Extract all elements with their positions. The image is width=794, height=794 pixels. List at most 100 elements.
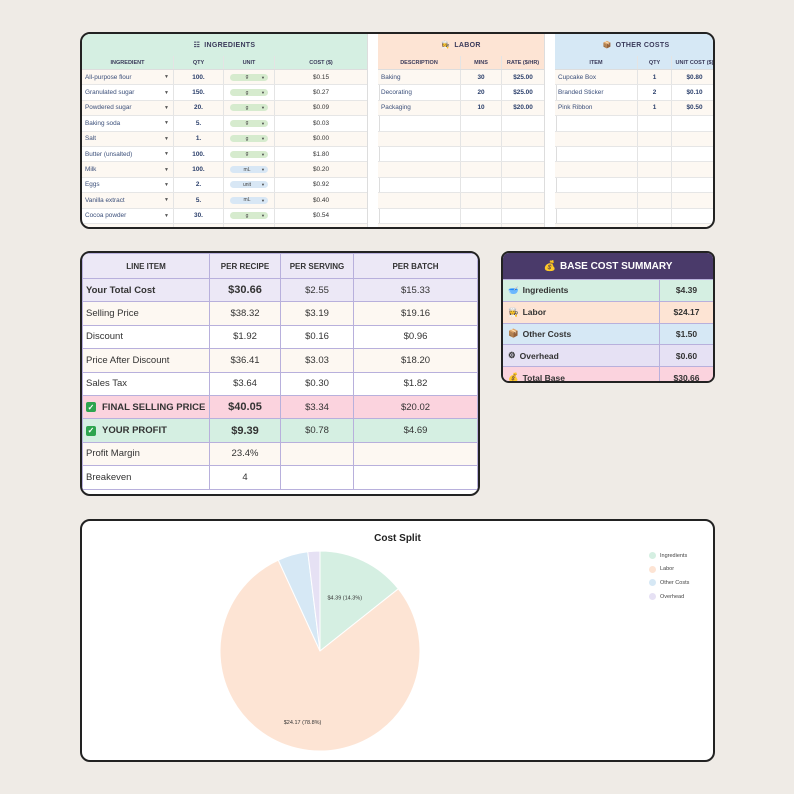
summary-label: Ingredients xyxy=(522,285,569,296)
other-cost-unit-cost[interactable] xyxy=(672,147,713,161)
other-cost-unit-cost[interactable] xyxy=(672,209,713,223)
other-cost-unit-cost[interactable] xyxy=(672,162,713,176)
other-cost-item[interactable]: Pink Ribbon xyxy=(555,100,638,116)
other-cost-unit-cost[interactable] xyxy=(672,193,713,207)
labor-rate[interactable] xyxy=(502,116,544,130)
ingredient-qty[interactable]: 5. xyxy=(174,193,224,208)
labor-mins[interactable] xyxy=(461,177,502,193)
labor-mins[interactable] xyxy=(461,193,502,208)
ingredient-select[interactable]: Baking soda ▼ xyxy=(82,116,174,131)
ingredient-qty[interactable]: 5. xyxy=(174,116,224,131)
labor-mins[interactable] xyxy=(461,116,502,131)
per-recipe-value: $36.41 xyxy=(209,348,281,373)
other-cost-qty[interactable] xyxy=(638,146,672,162)
other-cost-item[interactable] xyxy=(555,131,638,146)
unit-select[interactable]: unit ▼ xyxy=(230,181,268,189)
ingredient-select[interactable]: Cocoa powder ▼ xyxy=(82,208,174,223)
unit-select[interactable]: g ▼ xyxy=(230,212,268,220)
other-cost-unit-cost[interactable]: $0.80 xyxy=(686,73,703,81)
other-cost-item[interactable] xyxy=(555,146,638,162)
labor-rate[interactable] xyxy=(502,193,544,207)
unit-select[interactable]: mL ▼ xyxy=(230,166,268,174)
ingredient-qty[interactable]: 150. xyxy=(174,85,224,100)
ingredient-select[interactable]: Vanilla extract ▼ xyxy=(82,193,174,208)
labor-rate[interactable] xyxy=(502,132,544,146)
ingredient-select[interactable]: Powdered sugar ▼ xyxy=(82,100,174,116)
unit-select[interactable]: g ▼ xyxy=(230,150,268,158)
labor-rate[interactable]: $20.00 xyxy=(513,104,533,112)
other-cost-qty[interactable] xyxy=(638,177,672,193)
labor-description[interactable] xyxy=(378,208,461,223)
other-cost-qty[interactable] xyxy=(638,223,672,227)
labor-mins[interactable]: 30 xyxy=(461,70,502,85)
labor-description[interactable] xyxy=(378,116,461,131)
other-cost-item[interactable]: Cupcake Box xyxy=(555,70,638,85)
unit-select[interactable]: g ▼ xyxy=(230,119,268,127)
unit-select[interactable]: g ▼ xyxy=(230,73,268,81)
other-cost-item[interactable] xyxy=(555,177,638,193)
ingredient-select[interactable]: Eggs ▼ xyxy=(82,177,174,193)
other-cost-item[interactable] xyxy=(555,116,638,131)
labor-mins[interactable] xyxy=(461,146,502,162)
labor-rate[interactable] xyxy=(502,178,544,192)
labor-rate[interactable]: $25.00 xyxy=(513,89,533,97)
ingredient-select[interactable]: Salt ▼ xyxy=(82,131,174,146)
labor-description[interactable] xyxy=(378,131,461,146)
labor-mins[interactable]: 20 xyxy=(461,85,502,100)
ingredient-select[interactable]: ▼ xyxy=(82,223,174,227)
ingredient-qty[interactable] xyxy=(174,223,224,227)
ingredient-qty[interactable]: 1. xyxy=(174,131,224,146)
labor-description[interactable] xyxy=(378,177,461,193)
ingredient-select[interactable]: Milk ▼ xyxy=(82,162,174,177)
labor-mins[interactable] xyxy=(461,223,502,227)
other-cost-unit-cost[interactable]: $0.50 xyxy=(686,104,703,112)
other-cost-qty[interactable]: 2 xyxy=(638,85,672,100)
other-cost-qty[interactable] xyxy=(638,208,672,223)
labor-description[interactable]: Decorating xyxy=(378,85,461,100)
labor-mins[interactable] xyxy=(461,162,502,177)
unit-select[interactable]: g ▼ xyxy=(230,135,268,143)
unit-select[interactable]: mL ▼ xyxy=(230,196,268,204)
labor-mins[interactable] xyxy=(461,131,502,146)
other-cost-qty[interactable]: 1 xyxy=(638,100,672,116)
ingredient-qty[interactable]: 100. xyxy=(174,146,224,162)
labor-description[interactable] xyxy=(378,162,461,177)
labor-rate[interactable] xyxy=(502,162,544,176)
labor-rate[interactable] xyxy=(502,224,544,227)
other-cost-qty[interactable]: 1 xyxy=(638,70,672,85)
labor-description[interactable] xyxy=(378,146,461,162)
other-cost-unit-cost[interactable] xyxy=(672,116,713,130)
other-cost-item[interactable] xyxy=(555,223,638,227)
other-cost-qty[interactable] xyxy=(638,193,672,208)
labor-mins[interactable] xyxy=(461,208,502,223)
ingredient-select[interactable]: All-purpose flour ▼ xyxy=(82,70,174,85)
other-cost-item[interactable]: Branded Sticker xyxy=(555,85,638,100)
ingredient-qty[interactable]: 2. xyxy=(174,177,224,193)
other-cost-unit-cost[interactable] xyxy=(672,132,713,146)
ingredient-qty[interactable]: 30. xyxy=(174,208,224,223)
labor-mins[interactable]: 10 xyxy=(461,100,502,116)
other-cost-qty[interactable] xyxy=(638,162,672,177)
ingredient-select[interactable]: Granulated sugar ▼ xyxy=(82,85,174,100)
labor-rate[interactable] xyxy=(502,147,544,161)
unit-select[interactable]: g ▼ xyxy=(230,104,268,112)
ingredient-qty[interactable]: 20. xyxy=(174,100,224,116)
other-cost-item[interactable] xyxy=(555,162,638,177)
labor-description[interactable]: Packaging xyxy=(378,100,461,116)
labor-description[interactable] xyxy=(378,223,461,227)
labor-rate[interactable] xyxy=(502,209,544,223)
ingredient-qty[interactable]: 100. xyxy=(174,70,224,85)
ingredient-qty[interactable]: 100. xyxy=(174,162,224,177)
other-cost-unit-cost[interactable]: $0.10 xyxy=(686,89,703,97)
other-cost-qty[interactable] xyxy=(638,131,672,146)
labor-description[interactable] xyxy=(378,193,461,208)
unit-select[interactable]: g ▼ xyxy=(230,89,268,97)
other-cost-item[interactable] xyxy=(555,193,638,208)
labor-description[interactable]: Baking xyxy=(378,70,461,85)
other-cost-qty[interactable] xyxy=(638,116,672,131)
other-cost-item[interactable] xyxy=(555,208,638,223)
ingredient-select[interactable]: Butter (unsalted) ▼ xyxy=(82,146,174,162)
other-cost-unit-cost[interactable] xyxy=(672,224,713,227)
labor-rate[interactable]: $25.00 xyxy=(513,73,533,81)
other-cost-unit-cost[interactable] xyxy=(672,178,713,192)
